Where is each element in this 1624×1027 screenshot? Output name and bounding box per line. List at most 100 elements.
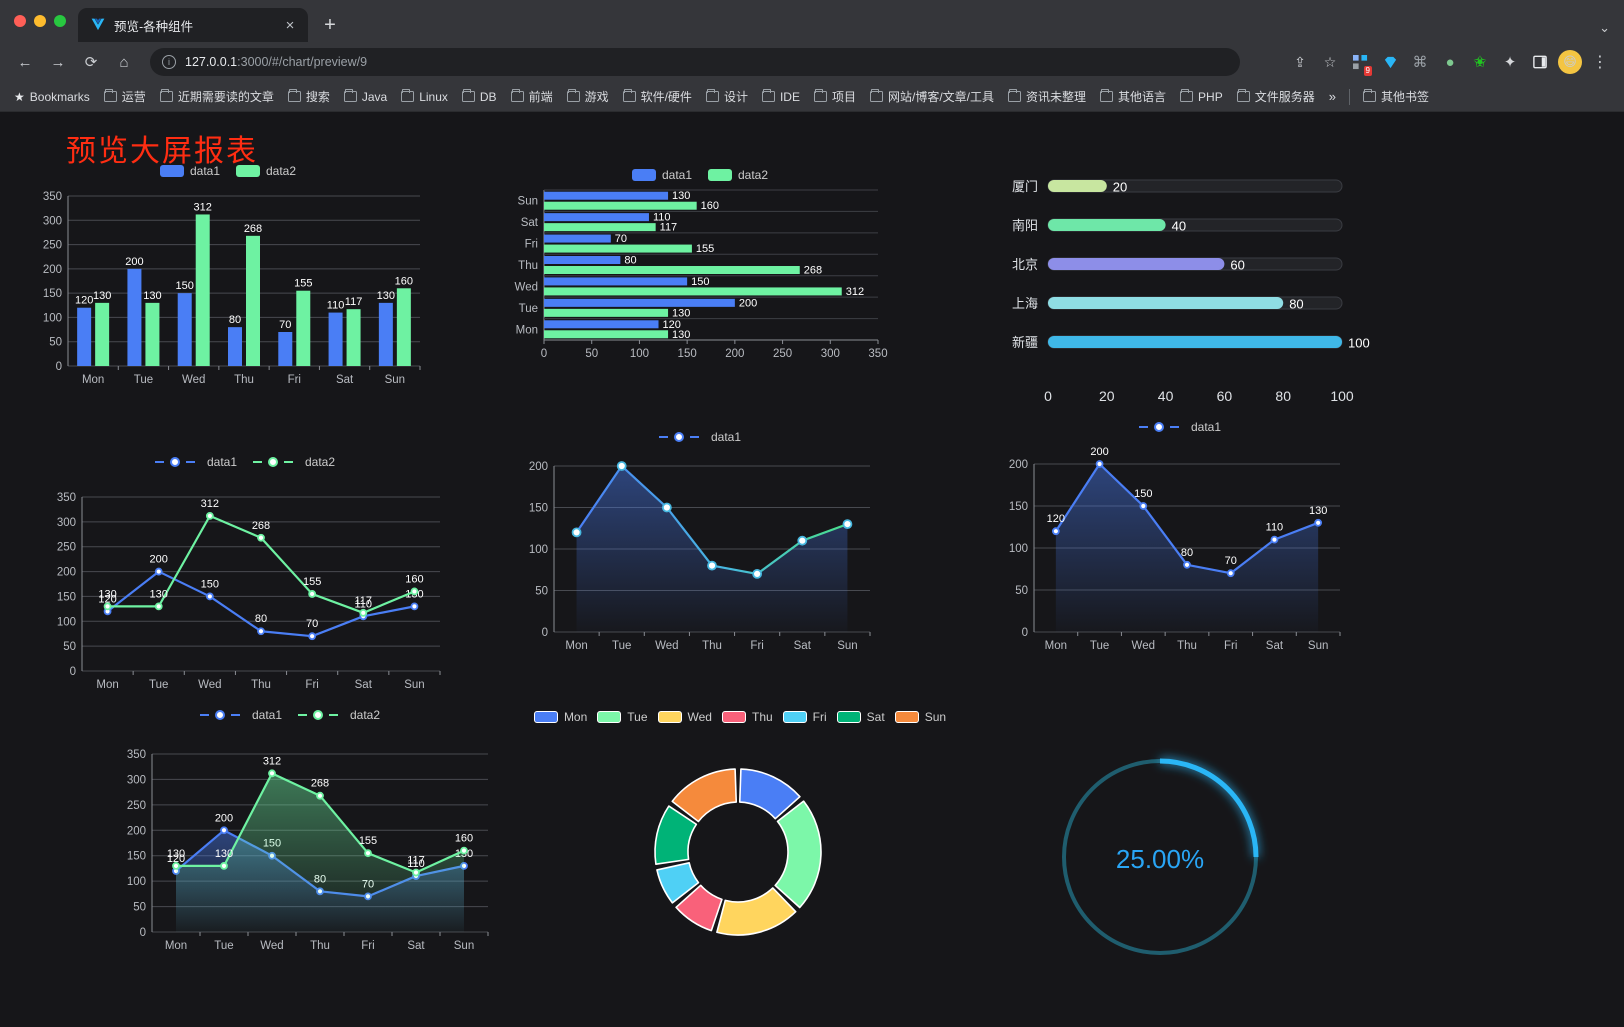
legend-item-data2[interactable]: data2 (236, 164, 296, 178)
bookmark-item-12[interactable]: 项目 (808, 85, 862, 108)
legend-label: Thu (751, 710, 773, 724)
maximize-window-icon[interactable] (54, 15, 66, 27)
reload-button[interactable]: ⟳ (84, 54, 98, 71)
svg-text:200: 200 (529, 461, 548, 473)
legend-item-data1[interactable]: data1 (154, 455, 237, 469)
bookmark-item-3[interactable]: 搜索 (282, 85, 336, 108)
legend-item-data1[interactable]: data1 (159, 164, 220, 178)
bookmark-item-9[interactable]: 软件/硬件 (617, 85, 698, 108)
legend-item-sat[interactable]: Sat (836, 710, 885, 724)
avatar[interactable]: 😄 (1556, 48, 1584, 76)
bookmark-item-1[interactable]: 运营 (98, 85, 152, 108)
bookmarks-divider (1348, 88, 1350, 105)
svg-text:200: 200 (739, 297, 757, 309)
svg-text:100: 100 (127, 876, 146, 888)
bookmark-item-2[interactable]: 近期需要读的文章 (154, 85, 280, 108)
folder-icon (622, 89, 636, 102)
bookmark-item-7[interactable]: 前端 (505, 85, 559, 108)
browser-tab[interactable]: 预览-各种组件 × (78, 8, 308, 42)
star-icon: ★ (14, 89, 25, 104)
bookmark-star-icon[interactable]: ☆ (1323, 53, 1337, 70)
profile-avatar-icon[interactable]: 😄 (1558, 50, 1582, 74)
bookmark-item-16[interactable]: PHP (1174, 87, 1229, 107)
bookmark-item-bookmarks[interactable]: ★ Bookmarks (8, 87, 96, 107)
legend-item-thu[interactable]: Thu (721, 710, 773, 724)
svg-text:Fri: Fri (305, 679, 318, 691)
bookmark-item-5[interactable]: Linux (395, 87, 454, 107)
chrome-menu-icon[interactable]: ⋮ (1592, 54, 1608, 71)
svg-text:Tue: Tue (134, 374, 153, 386)
legend-item-wed[interactable]: Wed (657, 710, 712, 724)
svg-text:100: 100 (1330, 388, 1354, 404)
bookmark-item-8[interactable]: 游戏 (561, 85, 615, 108)
command-icon[interactable]: ⌘ (1412, 54, 1428, 71)
legend-bar-horizontal: data1 data2 (500, 168, 900, 182)
legend-item-fri[interactable]: Fri (782, 710, 827, 724)
svg-text:350: 350 (43, 191, 62, 203)
legend-item-data2[interactable]: data2 (253, 455, 335, 469)
legend-label: Mon (563, 710, 588, 724)
svg-text:0: 0 (70, 666, 76, 678)
svg-text:60: 60 (1217, 388, 1233, 404)
bookmark-item-11[interactable]: IDE (756, 87, 806, 107)
diamond-icon[interactable] (1376, 48, 1404, 76)
puzzle-extensions-icon[interactable]: ✦ (1503, 54, 1517, 71)
svg-text:110: 110 (355, 598, 373, 610)
bookmark-item-10[interactable]: 设计 (700, 85, 754, 108)
forward-button[interactable]: → (50, 53, 66, 71)
legend-item-tue[interactable]: Tue (597, 710, 648, 724)
legend-item-data2[interactable]: data2 (708, 168, 768, 182)
window-controls[interactable] (10, 0, 78, 42)
legend-item-data2[interactable]: data2 (298, 708, 380, 722)
site-info-icon[interactable]: i (162, 55, 176, 69)
new-tab-button[interactable]: + (324, 13, 336, 36)
extension-grid-icon[interactable]: 9 (1346, 48, 1374, 76)
donut-svg (654, 768, 822, 936)
legend-item-data1[interactable]: data1 (658, 430, 741, 444)
legend-label: data1 (189, 164, 220, 178)
circle-green-icon[interactable]: ● (1445, 53, 1455, 71)
bookmark-item-other[interactable]: 其他书签 (1357, 85, 1435, 108)
bookmarks-overflow-button[interactable]: » (1328, 89, 1336, 104)
svg-text:300: 300 (57, 517, 76, 529)
legend-item-data1[interactable]: data1 (199, 708, 282, 722)
bookmark-item-13[interactable]: 网站/博客/文章/工具 (864, 85, 1000, 108)
svg-text:Wed: Wed (182, 374, 205, 386)
legend-item-data1[interactable]: data1 (1138, 420, 1221, 434)
tab-title: 预览-各种组件 (114, 19, 194, 34)
back-button[interactable]: ← (17, 53, 33, 71)
svg-text:200: 200 (127, 825, 146, 837)
star-outline-green-icon[interactable]: ✬ (1473, 54, 1487, 71)
svg-text:Fri: Fri (750, 640, 763, 652)
bookmark-item-15[interactable]: 其他语言 (1094, 85, 1172, 108)
bookmark-label: 设计 (723, 90, 748, 104)
home-button[interactable]: ⌂ (119, 53, 129, 71)
bookmark-item-6[interactable]: DB (456, 87, 503, 107)
tab-search-chevron-down-icon[interactable]: ⌄ (1599, 20, 1610, 35)
folder-icon (869, 89, 883, 102)
svg-text:Sun: Sun (454, 940, 474, 952)
svg-text:Sun: Sun (404, 679, 424, 691)
legend-item-data1[interactable]: data1 (631, 168, 692, 182)
share-icon[interactable]: ⇪ (1294, 53, 1306, 70)
svg-text:200: 200 (150, 554, 168, 566)
bookmark-item-14[interactable]: 资讯未整理 (1002, 85, 1092, 108)
bookmark-item-17[interactable]: 文件服务器 (1231, 85, 1321, 108)
legend-label: Fri (812, 710, 827, 724)
svg-text:130: 130 (93, 290, 111, 302)
bookmark-item-4[interactable]: Java (338, 87, 393, 107)
close-tab-icon[interactable]: × (285, 16, 295, 34)
legend-label: data1 (251, 708, 282, 722)
minimize-window-icon[interactable] (34, 15, 46, 27)
chart-gauge: 25.00% (1035, 732, 1285, 992)
svg-text:50: 50 (535, 586, 548, 598)
legend-item-mon[interactable]: Mon (533, 710, 588, 724)
sidepanel-icon[interactable] (1526, 48, 1554, 76)
address-bar[interactable]: i 127.0.0.1:3000/#/chart/preview/9 (150, 48, 1240, 76)
svg-text:120: 120 (663, 319, 681, 331)
legend-swatch-icon (597, 711, 622, 723)
legend-item-sun[interactable]: Sun (894, 710, 946, 724)
close-window-icon[interactable] (14, 15, 26, 27)
svg-text:南阳: 南阳 (1012, 218, 1038, 233)
svg-text:150: 150 (43, 288, 62, 300)
